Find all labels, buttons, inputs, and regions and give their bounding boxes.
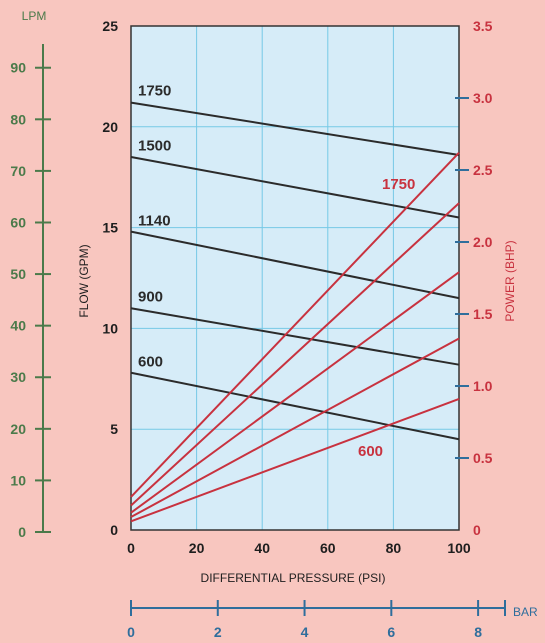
x-tick-label: 0 xyxy=(127,540,135,556)
power-line-label: 1750 xyxy=(382,176,415,193)
left-axis-title: FLOW (GPM) xyxy=(77,244,91,317)
flow-line-label: 900 xyxy=(138,288,163,305)
lpm-tick-label: 30 xyxy=(10,369,26,385)
left-tick-label: 25 xyxy=(102,18,118,34)
lpm-tick-label: 70 xyxy=(10,163,26,179)
right-tick-label: 0.5 xyxy=(473,450,493,466)
lpm-tick-label: 90 xyxy=(10,60,26,76)
right-tick-label: 0 xyxy=(473,522,481,538)
lpm-tick-label: 20 xyxy=(10,421,26,437)
right-tick-label: 2.5 xyxy=(473,162,493,178)
power-line-label: 600 xyxy=(358,443,383,460)
right-tick-label: 3.0 xyxy=(473,90,493,106)
lpm-tick-label: 10 xyxy=(10,472,26,488)
bar-tick-label: 8 xyxy=(474,624,482,640)
left-tick-label: 15 xyxy=(102,220,118,236)
lpm-tick-label: 40 xyxy=(10,318,26,334)
lpm-tick-label: 60 xyxy=(10,214,26,230)
bar-tick-label: 4 xyxy=(301,624,309,640)
x-tick-label: 60 xyxy=(320,540,336,556)
bar-tick-label: 0 xyxy=(127,624,135,640)
x-axis-title: DIFFERENTIAL PRESSURE (PSI) xyxy=(201,571,386,585)
left-tick-label: 10 xyxy=(102,320,118,336)
left-tick-label: 0 xyxy=(110,522,118,538)
plot-area xyxy=(131,26,459,530)
bar-tick-label: 2 xyxy=(214,624,222,640)
right-tick-label: 3.5 xyxy=(473,18,493,34)
x-tick-label: 20 xyxy=(189,540,205,556)
right-tick-label: 2.0 xyxy=(473,234,493,250)
flow-line-label: 600 xyxy=(138,353,163,370)
right-axis-title: POWER (BHP) xyxy=(503,240,517,321)
x-tick-label: 100 xyxy=(447,540,471,556)
bar-axis-title: BAR xyxy=(513,605,538,619)
right-tick-label: 1.5 xyxy=(473,306,493,322)
flow-line-label: 1500 xyxy=(138,137,171,154)
lpm-axis-title: LPM xyxy=(22,9,47,23)
x-tick-label: 40 xyxy=(254,540,270,556)
flow-line-label: 1750 xyxy=(138,83,171,100)
lpm-tick-label: 80 xyxy=(10,111,26,127)
flow-line-label: 1140 xyxy=(138,212,171,229)
right-tick-label: 1.0 xyxy=(473,378,493,394)
left-tick-label: 20 xyxy=(102,119,118,135)
lpm-tick-label: 0 xyxy=(18,524,26,540)
bar-tick-label: 6 xyxy=(387,624,395,640)
left-tick-label: 5 xyxy=(110,421,118,437)
x-tick-label: 80 xyxy=(386,540,402,556)
lpm-tick-label: 50 xyxy=(10,266,26,282)
